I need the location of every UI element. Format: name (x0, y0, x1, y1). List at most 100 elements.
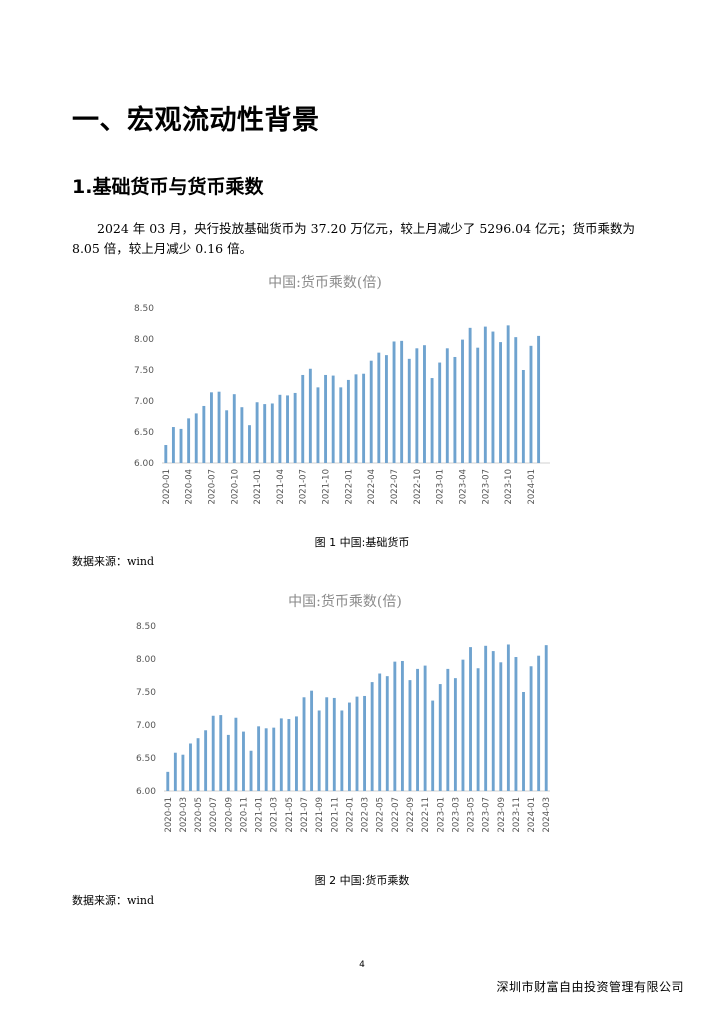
bar (514, 657, 518, 791)
bar (400, 660, 404, 791)
x-tick-label: 2024-03 (542, 797, 552, 833)
x-tick-label: 2024-01 (527, 797, 537, 833)
x-tick-label: 2020-07 (207, 469, 217, 505)
bar (393, 661, 397, 791)
bar (446, 668, 450, 791)
bar (491, 651, 495, 791)
bar (248, 425, 251, 463)
bar (189, 743, 192, 791)
y-tick-label: 8.50 (134, 304, 154, 314)
bar (400, 340, 404, 463)
bar (242, 731, 245, 791)
bar (461, 339, 464, 463)
x-tick-label: 2020-04 (185, 469, 195, 505)
x-tick-label: 2020-01 (164, 797, 174, 833)
x-tick-label: 2022-04 (367, 469, 377, 505)
bar (438, 362, 442, 463)
x-tick-label: 2023-01 (436, 469, 446, 505)
bar (537, 655, 541, 791)
bar (179, 428, 183, 463)
bar (461, 659, 465, 791)
bar (416, 668, 419, 791)
bar (317, 710, 321, 791)
y-tick-label: 8.00 (134, 335, 154, 345)
x-tick-label: 2022-10 (413, 469, 423, 505)
bar (232, 394, 236, 463)
bar (354, 374, 358, 463)
x-tick-label: 2023-05 (467, 797, 477, 833)
x-tick-label: 2022-11 (421, 797, 431, 833)
bar (287, 719, 291, 791)
bar (370, 682, 374, 791)
y-tick-label: 6.50 (136, 754, 156, 764)
bar (286, 395, 289, 463)
bar (491, 331, 495, 463)
bar (219, 715, 223, 791)
bar (316, 387, 320, 463)
bar (310, 690, 314, 791)
bar (469, 647, 472, 791)
x-tick-label: 2021-01 (253, 469, 263, 505)
subsection-heading: 1.基础货币与货币乘数 (72, 176, 264, 198)
y-tick-label: 6.50 (134, 428, 154, 438)
x-tick-label: 2021-03 (270, 797, 280, 833)
bar (378, 673, 382, 791)
x-tick-label: 2023-07 (482, 797, 492, 833)
x-tick-label: 2022-01 (344, 469, 354, 505)
bar (476, 668, 480, 791)
bar (362, 373, 366, 463)
bar (211, 715, 215, 791)
x-tick-label: 2020-10 (230, 469, 240, 505)
chart-1-svg: 中国:货币乘数(倍) 6.00 6.50 7.00 7.50 8.00 8.50 2020-0… (134, 274, 550, 505)
x-tick-label: 2021-07 (300, 797, 310, 833)
bar (279, 718, 283, 791)
x-tick-label: 2021-05 (285, 797, 295, 833)
x-tick-label: 2021-07 (299, 469, 309, 505)
bar (377, 352, 381, 463)
bar (415, 348, 419, 463)
x-tick-label: 2023-11 (512, 797, 522, 833)
bar (506, 644, 510, 791)
bar (506, 325, 510, 463)
bar (430, 378, 434, 463)
x-tick-label: 2020-01 (162, 469, 172, 505)
bar (302, 697, 306, 791)
y-tick-label: 6.00 (136, 787, 156, 797)
bar (249, 750, 253, 791)
x-tick-label: 2023-09 (497, 797, 507, 833)
bar (407, 358, 411, 463)
x-tick-label: 2020-03 (179, 797, 189, 833)
bar (363, 695, 367, 791)
bar (173, 752, 177, 791)
bar (522, 692, 525, 791)
bar (217, 391, 221, 463)
bar (499, 342, 502, 463)
figure-2-source: 数据来源：wind (72, 894, 155, 907)
bar (164, 445, 168, 463)
bar (202, 405, 206, 463)
bar (264, 728, 268, 791)
money-multiplier-chart-2: 中国:货币乘数(倍) 6.00 6.50 7.00 7.50 8.00 8.50 2020-0… (100, 586, 580, 844)
y-tick-label: 8.00 (136, 655, 156, 665)
x-tick-label: 2021-09 (315, 797, 325, 833)
x-tick-label: 2021-04 (276, 469, 286, 505)
bar (438, 684, 442, 791)
x-tick-label: 2020-09 (224, 797, 234, 833)
bar (324, 374, 328, 463)
bar (234, 717, 238, 791)
chart-2-svg: 中国:货币乘数(倍) 6.00 6.50 7.00 7.50 8.00 8.50 2020-0… (136, 593, 552, 833)
bar (278, 394, 282, 463)
bar (204, 730, 208, 791)
bar (240, 407, 244, 463)
bar (476, 347, 480, 463)
bar (339, 387, 343, 463)
bar (514, 337, 518, 463)
bar (255, 402, 259, 463)
bar (331, 375, 335, 463)
bar (166, 771, 170, 791)
bar (270, 403, 274, 463)
bar (392, 341, 396, 463)
bar (499, 662, 503, 791)
x-tick-label: 2020-11 (239, 797, 249, 833)
x-tick-label: 2023-10 (504, 469, 514, 505)
